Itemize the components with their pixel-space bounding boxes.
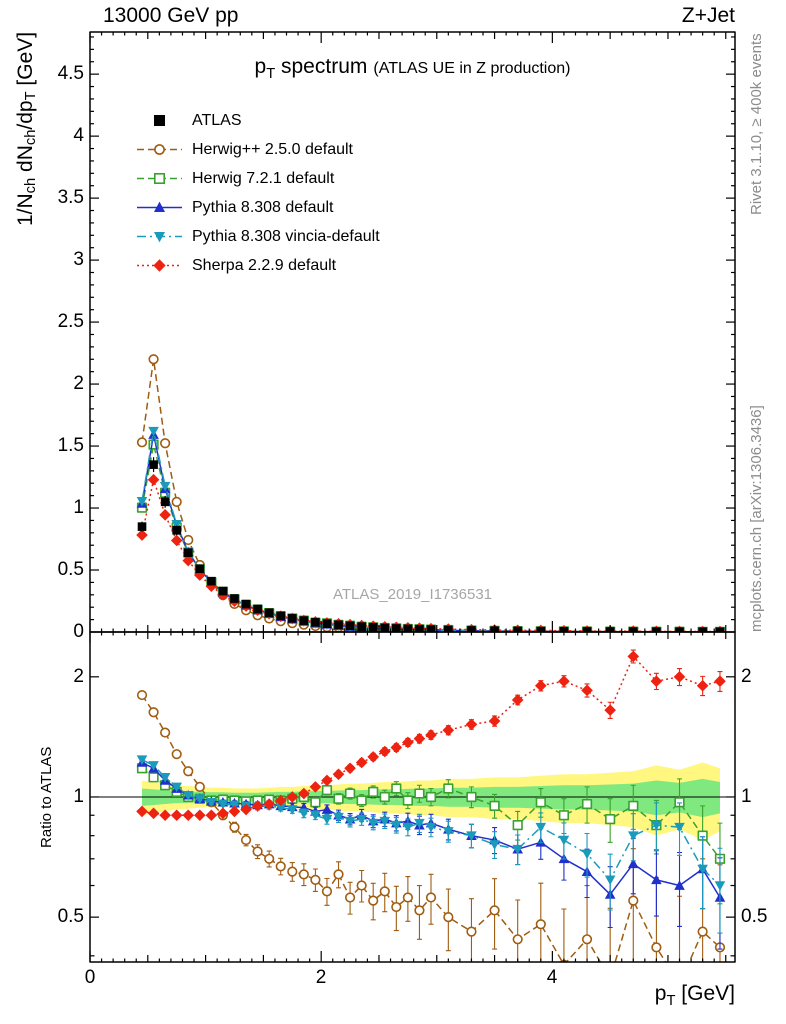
legend-label: Herwig 7.2.1 default (192, 169, 335, 187)
legend: ATLAS Herwig++ 2.5.0 default Herwig 7.2.1 … (136, 106, 380, 280)
plot-title-sub: (ATLAS UE in Z production) (373, 60, 571, 77)
tick-label: 2 (741, 666, 752, 687)
tick-label: 2 (73, 666, 84, 687)
legend-marker (137, 259, 182, 272)
legend-item: ATLAS (136, 106, 380, 135)
tick-label: 3 (73, 249, 84, 270)
tick-label: 2 (73, 373, 84, 394)
tick-label: 4 (73, 125, 84, 146)
tick-label: 0.5 (741, 906, 768, 927)
analysis-watermark: ATLAS_2019_I1736531 (332, 586, 493, 603)
legend-marker (154, 115, 165, 126)
tick-label: 0.5 (57, 906, 84, 927)
legend-item: Herwig 7.2.1 default (136, 164, 380, 193)
tick-label: 1 (73, 497, 84, 518)
legend-marker (137, 232, 182, 243)
tick-label: 2.5 (57, 311, 84, 332)
legend-label: ATLAS (192, 111, 242, 129)
beam-energy-label: 13000 GeV pp (103, 4, 239, 27)
legend-marker (137, 172, 182, 184)
tick-label: 0 (73, 621, 84, 642)
legend-item: Herwig++ 2.5.0 default (136, 135, 380, 164)
tick-label: 4.5 (57, 63, 84, 84)
tick-label: 0 (84, 967, 96, 988)
legend-label: Herwig++ 2.5.0 default (192, 140, 353, 158)
tick-label: 0.5 (57, 559, 84, 580)
legend-item: Sherpa 2.2.9 default (136, 251, 380, 280)
tick-label: 1.5 (57, 435, 84, 456)
x-axis-label: pT [GeV] (654, 982, 735, 1010)
legend-item: Pythia 8.308 default (136, 193, 380, 222)
legend-marker (137, 201, 182, 212)
plot-title: pT spectrum (ATLAS UE in Z production) (90, 55, 735, 82)
main-y-axis-label: 1/Nch dNch/dpT [GeV] (14, 32, 40, 227)
legend-label: Pythia 8.308 vincia-default (192, 227, 380, 245)
process-label: Z+Jet (681, 4, 735, 27)
mcplots-arxiv-label: mcplots.cern.ch [arXiv:1306.3436] (748, 405, 765, 632)
tick-label: 1 (73, 786, 84, 807)
legend-label: Pythia 8.308 default (192, 198, 334, 216)
tick-label: 2 (315, 967, 327, 988)
tick-label: 4 (546, 967, 558, 988)
plot-title-main: pT spectrum (254, 55, 368, 83)
legend-item: Pythia 8.308 vincia-default (136, 222, 380, 251)
tick-label: 3.5 (57, 187, 84, 208)
tick-label: 1 (741, 786, 752, 807)
legend-marker (137, 144, 182, 155)
legend-label: Sherpa 2.2.9 default (192, 256, 337, 274)
